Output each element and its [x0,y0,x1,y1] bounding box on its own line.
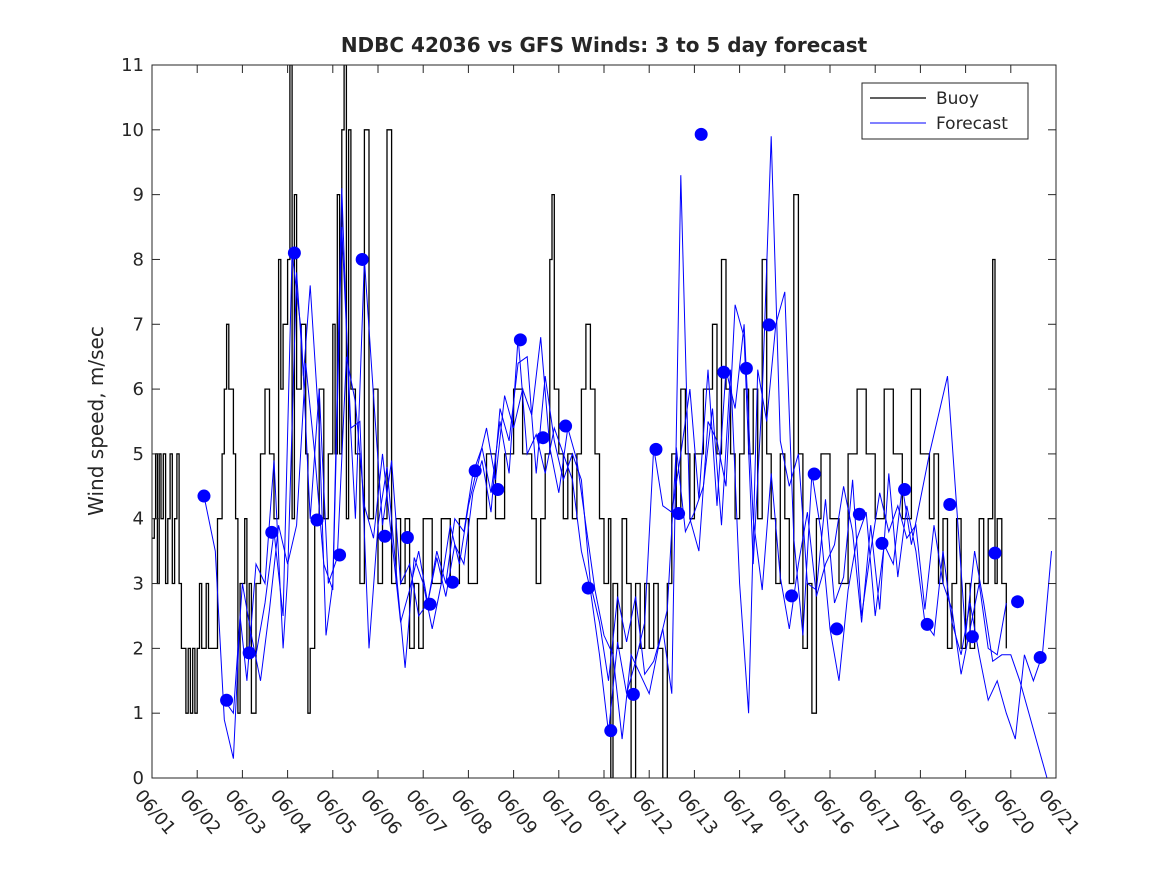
forecast-marker-11 [423,597,437,611]
forecast-marker-24 [717,365,731,379]
forecast-marker-20 [626,687,640,701]
y-tick-label: 9 [133,185,144,206]
forecast-marker-4 [265,525,279,539]
forecast-marker-21 [649,442,663,456]
y-tick-label: 0 [133,768,144,789]
y-tick-label: 6 [133,379,144,400]
forecast-marker-10 [400,531,414,545]
forecast-marker-36 [988,546,1002,560]
buoy-series-line [152,65,1007,778]
y-tick-label: 1 [133,703,144,724]
forecast-marker-12 [446,575,460,589]
forecast-marker-6 [310,513,324,527]
forecast-marker-16 [536,431,550,445]
forecast-marker-37 [1011,595,1025,609]
forecast-run-line-1 [203,136,1007,759]
y-tick-label: 3 [133,574,144,595]
plot-area [152,65,1052,778]
forecast-marker-7 [333,548,347,562]
forecast-marker-3 [242,646,256,660]
y-tick-label: 7 [133,314,144,335]
y-tick-label: 11 [121,55,144,76]
forecast-marker-35 [965,630,979,644]
forecast-marker-32 [898,483,912,497]
forecast-marker-15 [513,333,527,347]
forecast-marker-31 [875,536,889,550]
forecast-marker-18 [581,581,595,595]
forecast-run-line-2 [223,226,1048,778]
forecast-marker-28 [807,467,821,481]
forecast-marker-22 [672,507,686,521]
series-group [152,65,1052,778]
legend-box [861,82,1029,140]
forecast-marker-25 [739,361,753,375]
chart-title: NDBC 42036 vs GFS Winds: 3 to 5 day fore… [341,33,868,57]
forecast-marker-1 [197,489,211,503]
forecast-marker-33 [920,617,934,631]
forecast-marker-14 [491,483,505,497]
y-tick-label: 10 [121,120,144,141]
y-tick-label: 4 [133,509,144,530]
legend-label-forecast: Forecast [936,114,1008,134]
forecast-marker-38 [1033,650,1047,664]
forecast-marker-9 [378,529,392,543]
forecast-marker-30 [852,507,866,521]
legend: Buoy Forecast [861,82,1029,140]
forecast-marker-19 [604,724,618,738]
y-tick-label: 8 [133,249,144,270]
forecast-marker-29 [830,622,844,636]
forecast-marker-27 [785,589,799,603]
y-tick-label: 5 [133,444,144,465]
forecast-marker-26 [762,318,776,332]
forecast-marker-17 [559,419,573,433]
y-tick-label: 2 [133,638,144,659]
forecast-marker-8 [355,252,369,266]
legend-label-buoy: Buoy [936,89,979,109]
forecast-marker-34 [943,497,957,511]
y-axis-label: Wind speed, m/sec [84,326,108,516]
forecast-marker-23 [694,127,708,141]
forecast-marker-2 [220,693,234,707]
forecast-marker-5 [287,246,301,260]
forecast-marker-13 [468,464,482,478]
